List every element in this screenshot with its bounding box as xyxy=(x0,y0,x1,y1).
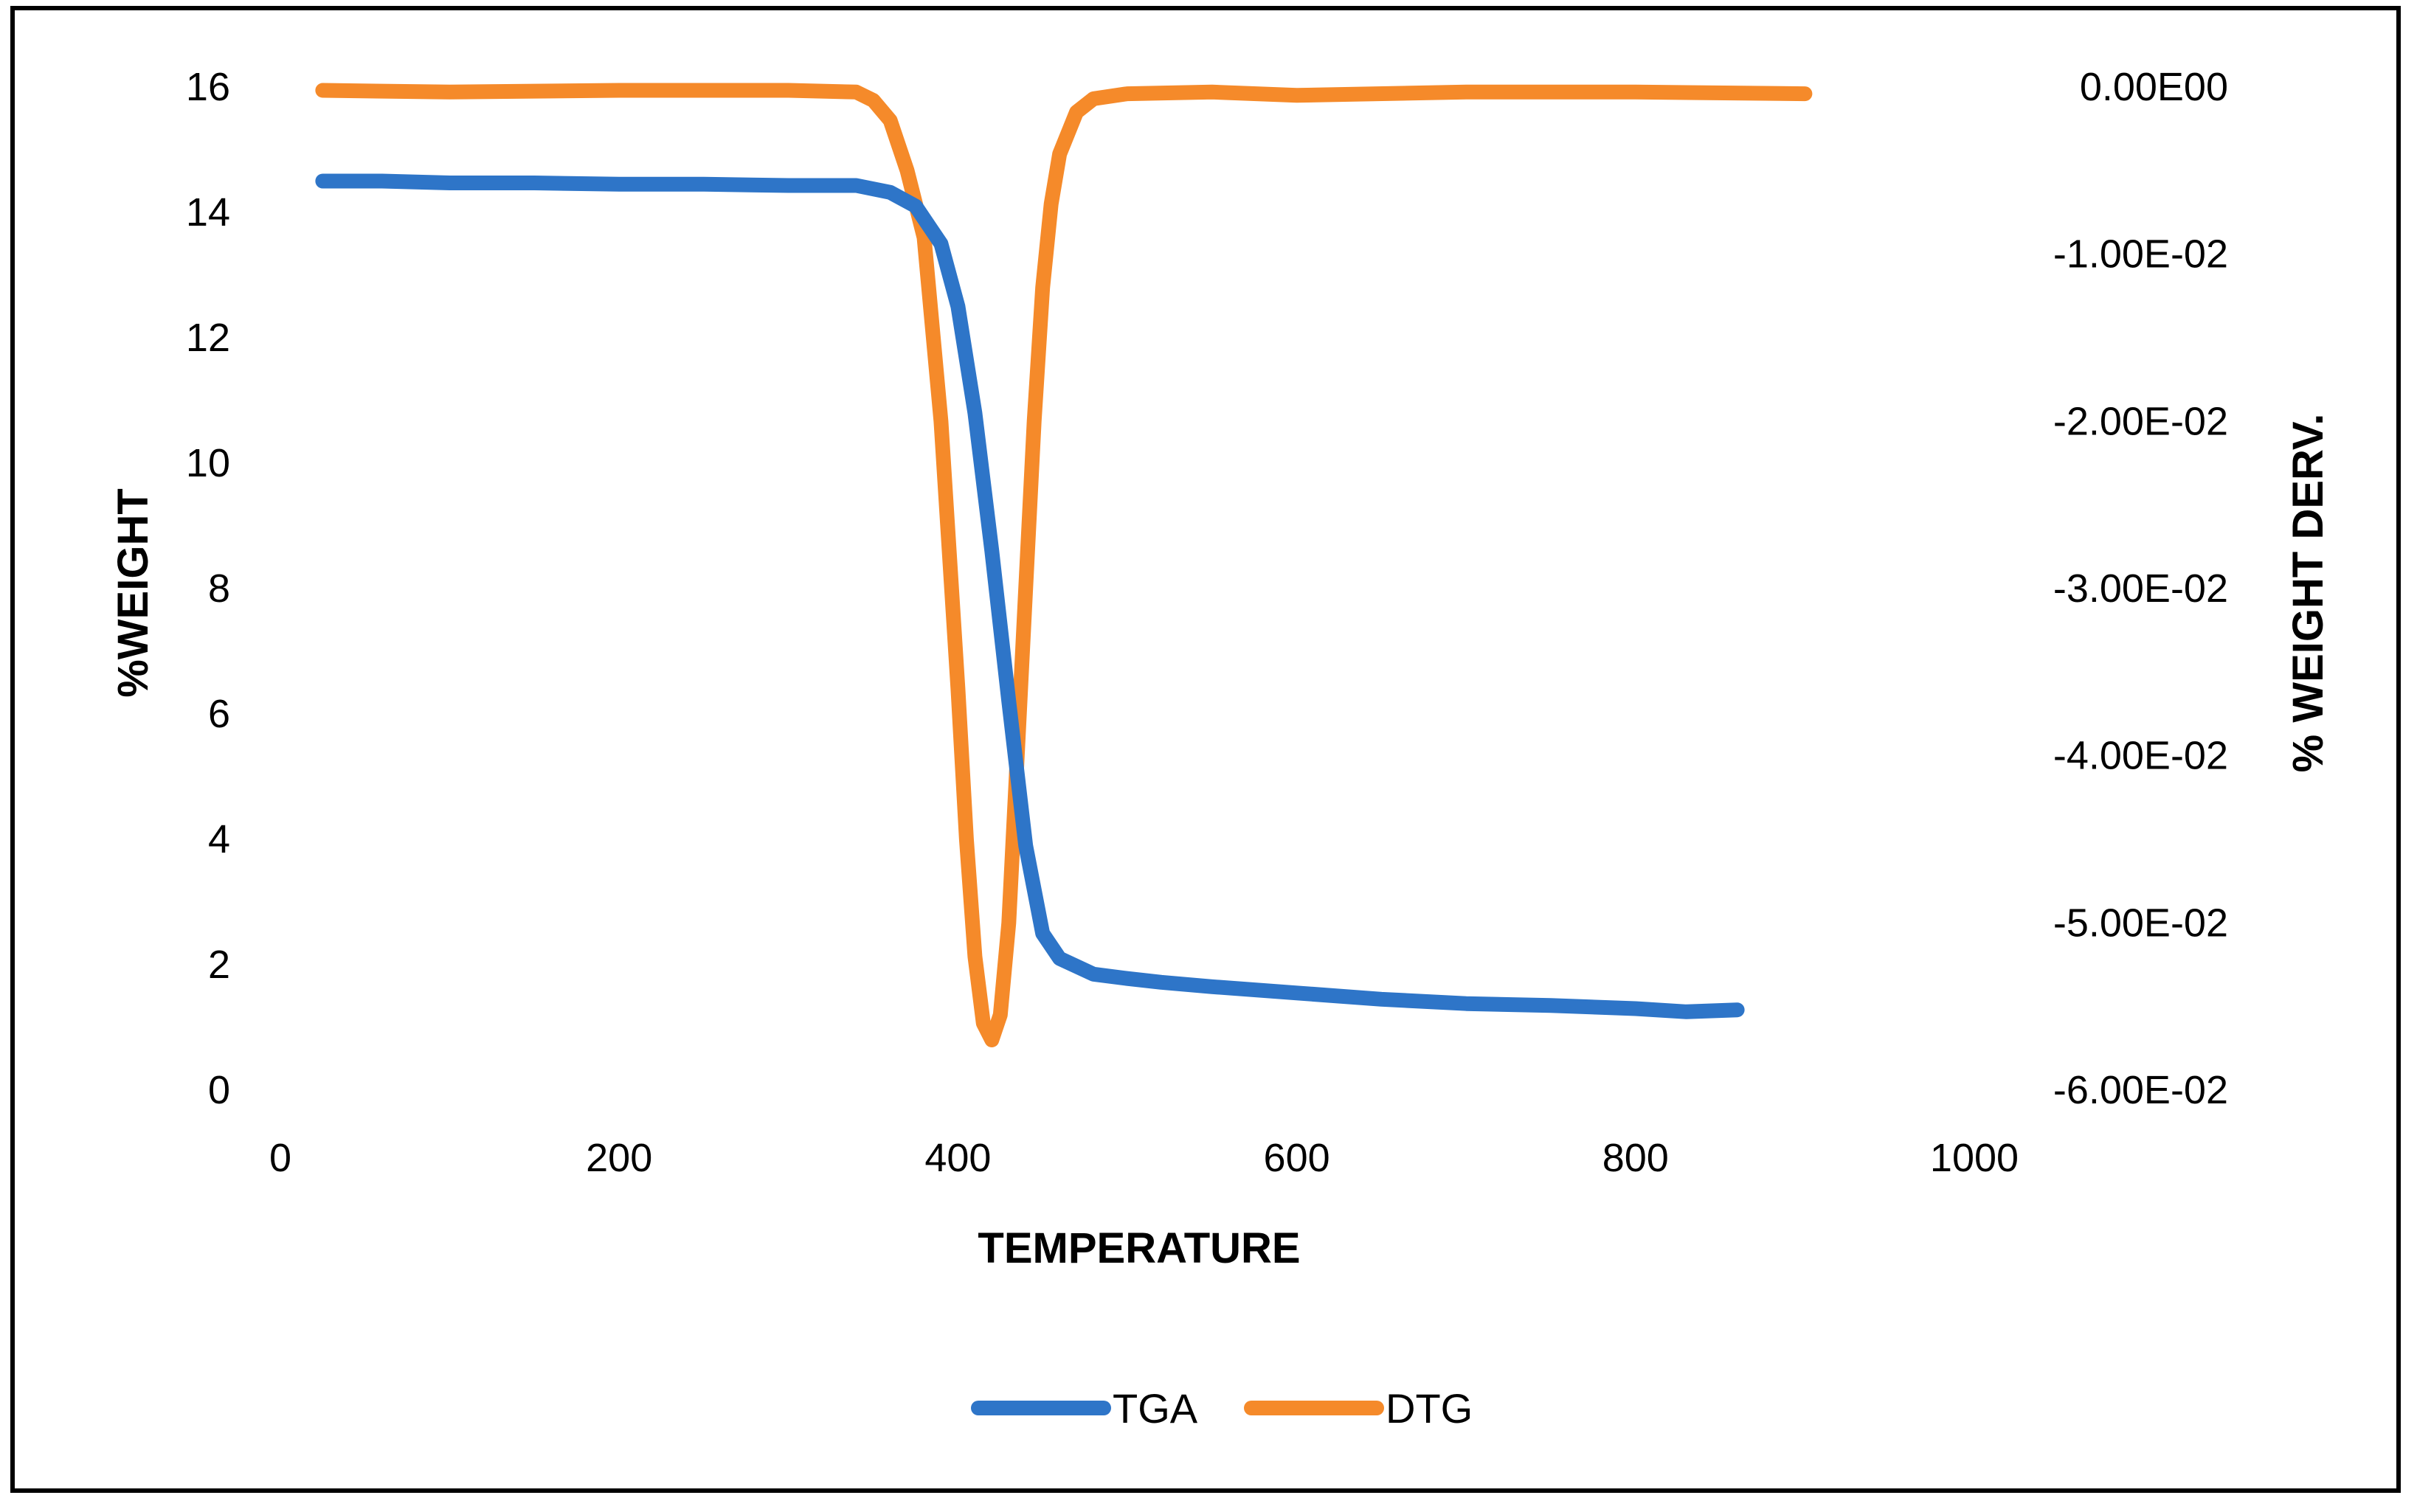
y2-tick-label: -3.00E-02 xyxy=(2053,566,2228,611)
y-tick-label: 14 xyxy=(186,190,230,235)
y-tick-label: 0 xyxy=(208,1068,230,1112)
y-tick-label: 2 xyxy=(208,943,230,987)
y2-tick-label: -1.00E-02 xyxy=(2053,232,2228,277)
legend: TGA DTG xyxy=(971,1385,1473,1432)
y2-tick-label: -6.00E-02 xyxy=(2053,1068,2228,1112)
y-tick-label: 12 xyxy=(186,316,230,360)
y-tick-label: 10 xyxy=(186,441,230,485)
chart-svg: 0 200 400 600 800 1000 0 2 4 6 8 10 12 14 16 -6.00E-0… xyxy=(109,65,2332,1432)
x-tick-label: 200 xyxy=(586,1136,652,1180)
x-tick-label: 600 xyxy=(1264,1136,1330,1180)
y2-axis-title: % WEIGHT DERV. xyxy=(2284,414,2332,773)
x-tick-label: 0 xyxy=(269,1136,291,1180)
y-tick-labels: 0 2 4 6 8 10 12 14 16 xyxy=(186,65,230,1112)
y2-tick-label: -5.00E-02 xyxy=(2053,901,2228,945)
y2-tick-label: -2.00E-02 xyxy=(2053,399,2228,443)
y-axis-title: %WEIGHT xyxy=(109,488,157,698)
x-tick-label: 800 xyxy=(1602,1136,1669,1180)
x-axis-title: TEMPERATURE xyxy=(978,1224,1300,1272)
series-line-dtg xyxy=(315,83,1813,1047)
x-tick-label: 1000 xyxy=(1930,1136,2019,1180)
x-tick-label: 400 xyxy=(924,1136,991,1180)
legend-label-tga: TGA xyxy=(1113,1385,1198,1432)
y2-tick-labels: -6.00E-02 -5.00E-02 -4.00E-02 -3.00E-02 -2.0… xyxy=(2053,65,2228,1112)
y-tick-label: 6 xyxy=(208,692,230,736)
x-tick-labels: 0 200 400 600 800 1000 xyxy=(269,1136,2019,1180)
series-layer xyxy=(315,83,1813,1047)
legend-label-dtg: DTG xyxy=(1386,1385,1473,1432)
y2-tick-label: 0.00E00 xyxy=(2080,65,2228,109)
chart-frame: 0 200 400 600 800 1000 0 2 4 6 8 10 12 14 16 -6.00E-0… xyxy=(10,6,2401,1493)
y-tick-label: 16 xyxy=(186,65,230,109)
y-tick-label: 8 xyxy=(208,566,230,611)
y2-tick-label: -4.00E-02 xyxy=(2053,734,2228,778)
y-tick-label: 4 xyxy=(208,817,230,861)
series-line-tga xyxy=(315,173,1745,1019)
